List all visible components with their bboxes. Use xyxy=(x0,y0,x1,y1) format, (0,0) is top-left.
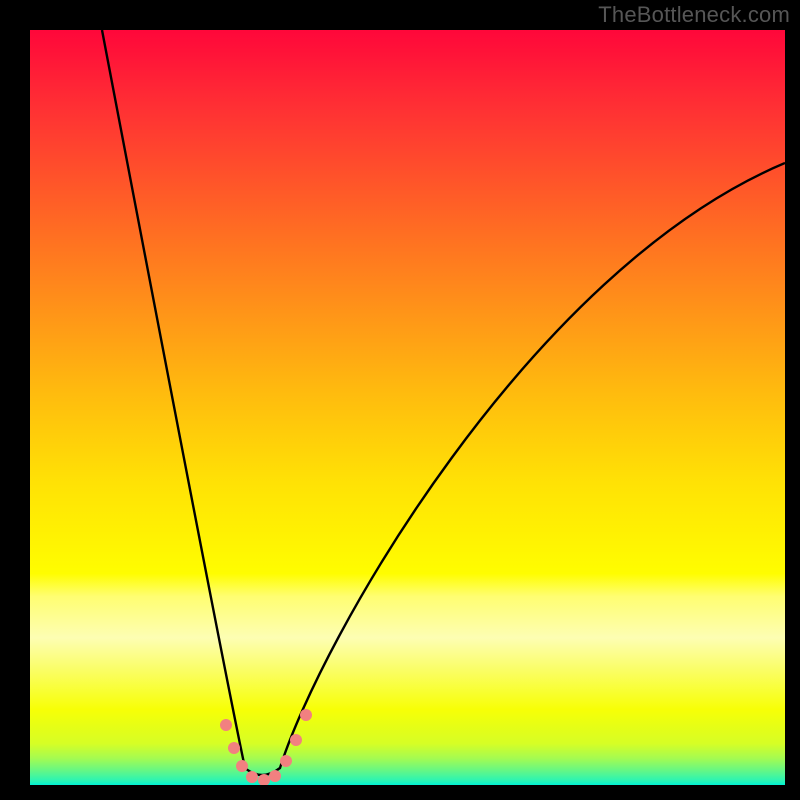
marker-dot xyxy=(228,742,240,754)
marker-dot xyxy=(236,760,248,772)
marker-dot xyxy=(269,770,281,782)
marker-dot xyxy=(280,755,292,767)
watermark-text: TheBottleneck.com xyxy=(598,2,790,28)
marker-dot xyxy=(290,734,302,746)
plot-area xyxy=(30,30,785,785)
gradient-background xyxy=(30,30,785,785)
chart-root: TheBottleneck.com xyxy=(0,0,800,800)
plot-svg xyxy=(30,30,785,785)
marker-dot xyxy=(220,719,232,731)
marker-dot xyxy=(246,771,258,783)
marker-dot xyxy=(300,709,312,721)
